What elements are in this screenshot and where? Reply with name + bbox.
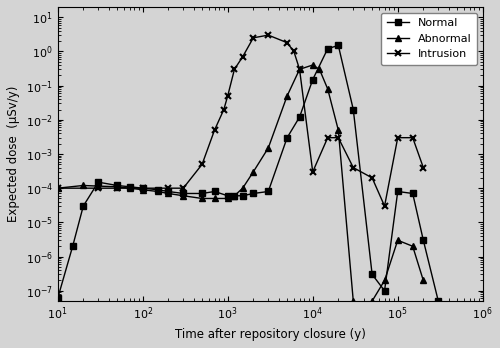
Intrusion [420, 166, 426, 170]
Abnormal [310, 63, 316, 67]
Intrusion [336, 136, 342, 140]
Normal [212, 189, 218, 193]
X-axis label: Time after repository closure (y): Time after repository closure (y) [175, 328, 366, 341]
Normal [126, 185, 132, 189]
Legend: Normal, Abnormal, Intrusion: Normal, Abnormal, Intrusion [381, 13, 477, 65]
Intrusion [96, 186, 102, 190]
Normal [232, 194, 237, 198]
Normal [369, 272, 375, 277]
Intrusion [350, 166, 356, 170]
Normal [420, 238, 426, 242]
Intrusion [369, 176, 375, 180]
Abnormal [420, 278, 426, 283]
Abnormal [232, 194, 237, 198]
Normal [310, 78, 316, 82]
Normal [114, 183, 120, 188]
Normal [240, 194, 246, 198]
Intrusion [114, 186, 120, 190]
Abnormal [296, 67, 302, 71]
Abnormal [114, 185, 120, 189]
Abnormal [382, 278, 388, 283]
Intrusion [224, 94, 230, 98]
Normal [394, 189, 400, 193]
Normal [80, 204, 86, 208]
Intrusion [240, 55, 246, 59]
Normal [96, 180, 102, 184]
Intrusion [221, 108, 227, 112]
Intrusion [296, 67, 302, 71]
Normal [324, 47, 330, 51]
Abnormal [140, 188, 145, 192]
Normal [284, 136, 290, 140]
Intrusion [250, 36, 256, 40]
Normal [70, 244, 75, 248]
Abnormal [284, 94, 290, 98]
Abnormal [199, 196, 205, 200]
Abnormal [166, 191, 172, 196]
Line: Normal: Normal [55, 42, 441, 304]
Normal [266, 189, 272, 193]
Line: Intrusion: Intrusion [54, 32, 427, 209]
Normal [224, 194, 230, 198]
Intrusion [394, 136, 400, 140]
Abnormal [266, 146, 272, 150]
Intrusion [410, 136, 416, 140]
Abnormal [410, 244, 416, 248]
Abnormal [394, 238, 400, 242]
Intrusion [266, 33, 272, 37]
Abnormal [250, 170, 256, 174]
Normal [436, 299, 442, 303]
Abnormal [180, 194, 186, 198]
Normal [410, 191, 416, 196]
Normal [382, 288, 388, 293]
Intrusion [382, 204, 388, 208]
Intrusion [291, 49, 297, 54]
Intrusion [232, 67, 237, 71]
Intrusion [54, 186, 60, 190]
Abnormal [361, 307, 367, 311]
Intrusion [140, 186, 145, 190]
Normal [54, 296, 60, 300]
Line: Abnormal: Abnormal [54, 62, 427, 312]
Normal [199, 191, 205, 196]
Abnormal [369, 299, 375, 303]
Abnormal [154, 189, 160, 193]
Abnormal [350, 299, 356, 303]
Intrusion [166, 186, 172, 190]
Normal [154, 188, 160, 192]
Normal [250, 191, 256, 196]
Abnormal [212, 196, 218, 200]
Intrusion [324, 136, 330, 140]
Abnormal [96, 184, 102, 188]
Intrusion [284, 41, 290, 45]
Intrusion [180, 186, 186, 190]
Y-axis label: Expected dose  (μSv/y): Expected dose (μSv/y) [7, 86, 20, 222]
Abnormal [324, 87, 330, 91]
Normal [350, 108, 356, 112]
Intrusion [199, 162, 205, 166]
Abnormal [316, 67, 322, 71]
Normal [166, 189, 172, 193]
Abnormal [336, 128, 342, 132]
Normal [180, 191, 186, 196]
Abnormal [240, 186, 246, 190]
Intrusion [212, 128, 218, 132]
Normal [296, 115, 302, 119]
Abnormal [54, 186, 60, 190]
Normal [336, 43, 342, 47]
Intrusion [310, 170, 316, 174]
Normal [140, 186, 145, 190]
Abnormal [126, 186, 132, 190]
Abnormal [80, 183, 86, 188]
Abnormal [224, 196, 230, 200]
